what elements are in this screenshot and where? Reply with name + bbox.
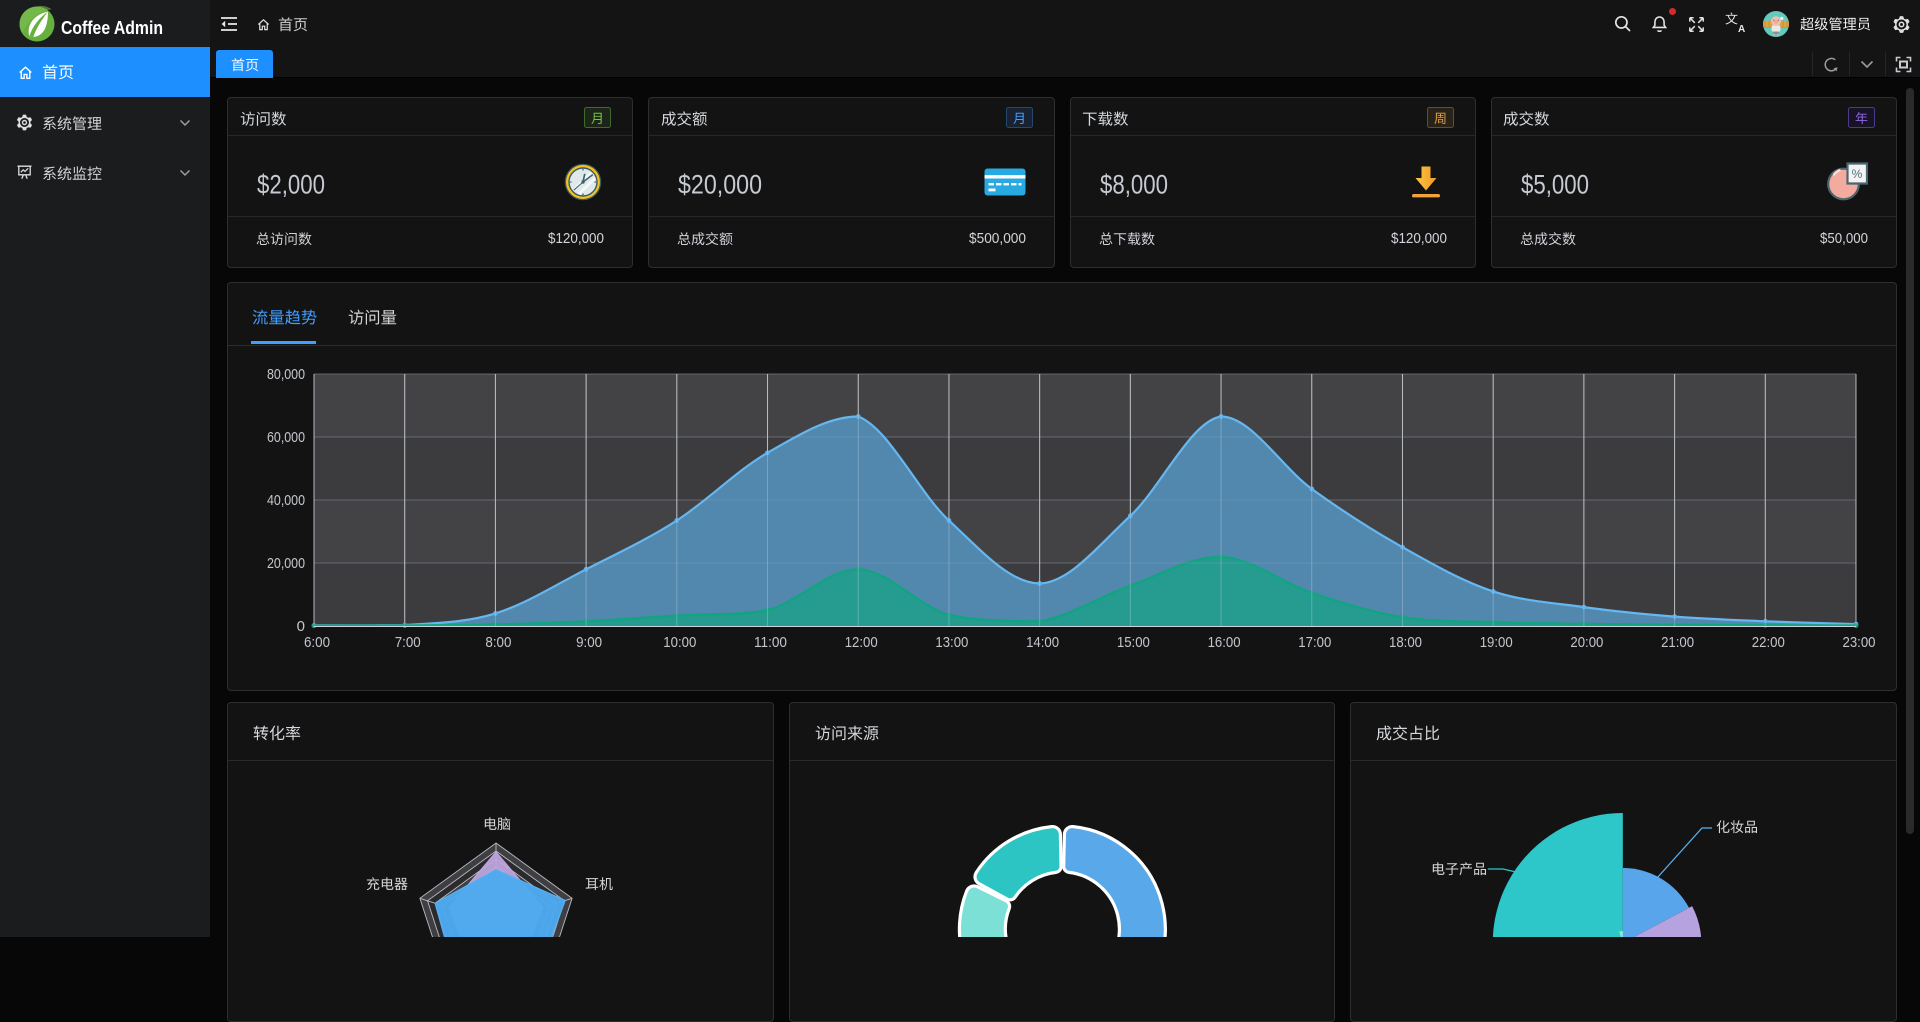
svg-text:11:00: 11:00 bbox=[754, 634, 787, 651]
svg-text:$8,000: $8,000 bbox=[1100, 169, 1168, 199]
svg-text:10:00: 10:00 bbox=[663, 634, 696, 651]
svg-text:80,000: 80,000 bbox=[267, 366, 305, 383]
svg-text:60,000: 60,000 bbox=[267, 429, 305, 446]
svg-text:$5,000: $5,000 bbox=[1521, 169, 1589, 199]
svg-text:$2,000: $2,000 bbox=[257, 169, 325, 199]
svg-text:$20,000: $20,000 bbox=[678, 169, 762, 199]
svg-text:12:00: 12:00 bbox=[845, 634, 878, 651]
svg-text:40,000: 40,000 bbox=[267, 492, 305, 509]
svg-text:20:00: 20:00 bbox=[1570, 634, 1603, 651]
svg-text:15:00: 15:00 bbox=[1117, 634, 1150, 651]
svg-text:7:00: 7:00 bbox=[395, 634, 421, 651]
svg-text:22:00: 22:00 bbox=[1752, 634, 1785, 651]
svg-text:23:00: 23:00 bbox=[1843, 634, 1876, 651]
svg-text:$120,000: $120,000 bbox=[548, 231, 604, 247]
svg-text:19:00: 19:00 bbox=[1480, 634, 1513, 651]
svg-text:20,000: 20,000 bbox=[267, 555, 305, 572]
svg-text:$50,000: $50,000 bbox=[1820, 231, 1868, 247]
svg-text:$120,000: $120,000 bbox=[1391, 231, 1447, 247]
svg-text:A: A bbox=[1738, 24, 1745, 35]
svg-text:13:00: 13:00 bbox=[935, 634, 968, 651]
svg-text:8:00: 8:00 bbox=[485, 634, 511, 651]
svg-text:18:00: 18:00 bbox=[1389, 634, 1422, 651]
svg-text:$500,000: $500,000 bbox=[969, 231, 1026, 247]
svg-text:17:00: 17:00 bbox=[1298, 634, 1331, 651]
svg-text:6:00: 6:00 bbox=[304, 634, 330, 651]
svg-text:Coffee Admin: Coffee Admin bbox=[61, 17, 163, 37]
svg-text:14:00: 14:00 bbox=[1026, 634, 1059, 651]
svg-text:16:00: 16:00 bbox=[1208, 634, 1241, 651]
svg-text:%: % bbox=[1852, 167, 1863, 181]
svg-text:21:00: 21:00 bbox=[1661, 634, 1694, 651]
svg-text:0: 0 bbox=[297, 618, 305, 635]
svg-text:9:00: 9:00 bbox=[576, 634, 602, 651]
